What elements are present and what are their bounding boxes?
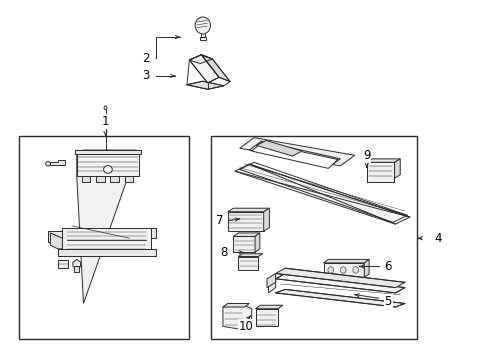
Text: 5: 5 [384,295,391,308]
Ellipse shape [352,267,358,273]
Polygon shape [266,274,275,288]
Ellipse shape [340,267,346,273]
Polygon shape [50,233,62,249]
Ellipse shape [104,106,107,109]
Polygon shape [366,162,394,182]
Bar [58,260,68,268]
Bar [19,136,189,339]
Text: 2: 2 [142,52,150,65]
Polygon shape [255,309,278,327]
Polygon shape [238,257,258,270]
Polygon shape [75,150,141,154]
Polygon shape [366,159,399,162]
Text: 4: 4 [434,232,442,245]
Polygon shape [255,233,259,252]
Text: 1: 1 [102,115,109,128]
Text: 3: 3 [142,69,150,82]
Polygon shape [251,143,337,168]
Text: 6: 6 [384,260,391,273]
Polygon shape [255,305,282,309]
Polygon shape [239,138,354,166]
Polygon shape [323,263,364,277]
Polygon shape [268,279,275,293]
Polygon shape [275,274,404,293]
Polygon shape [124,176,133,182]
Polygon shape [233,233,259,237]
Text: 7: 7 [215,214,223,227]
Polygon shape [263,208,269,231]
Polygon shape [227,212,263,231]
Polygon shape [151,228,156,238]
Polygon shape [256,140,302,156]
Polygon shape [364,259,368,277]
Polygon shape [394,159,399,178]
Polygon shape [227,208,269,212]
Polygon shape [186,81,224,89]
Text: 10: 10 [238,320,253,333]
Polygon shape [233,237,255,252]
Polygon shape [223,303,249,307]
Text: 8: 8 [220,246,227,259]
Polygon shape [275,268,404,288]
Text: 9: 9 [362,149,370,162]
Polygon shape [275,289,404,307]
Polygon shape [62,228,151,252]
Polygon shape [201,55,230,82]
Polygon shape [58,249,156,256]
Polygon shape [189,55,219,83]
Ellipse shape [327,267,333,273]
Bar [210,136,416,339]
Polygon shape [96,176,104,182]
Polygon shape [81,176,90,182]
Polygon shape [323,259,368,263]
Polygon shape [234,164,409,224]
Ellipse shape [195,17,210,34]
Ellipse shape [103,166,112,173]
Ellipse shape [45,162,50,166]
Polygon shape [189,55,212,64]
Polygon shape [238,254,262,257]
Polygon shape [48,231,62,242]
Polygon shape [223,305,251,330]
Polygon shape [77,154,139,176]
Polygon shape [77,150,136,303]
Bar [200,37,205,40]
Polygon shape [110,176,119,182]
Polygon shape [50,159,64,165]
Bar [74,266,79,272]
Polygon shape [249,141,340,168]
Polygon shape [73,259,81,269]
